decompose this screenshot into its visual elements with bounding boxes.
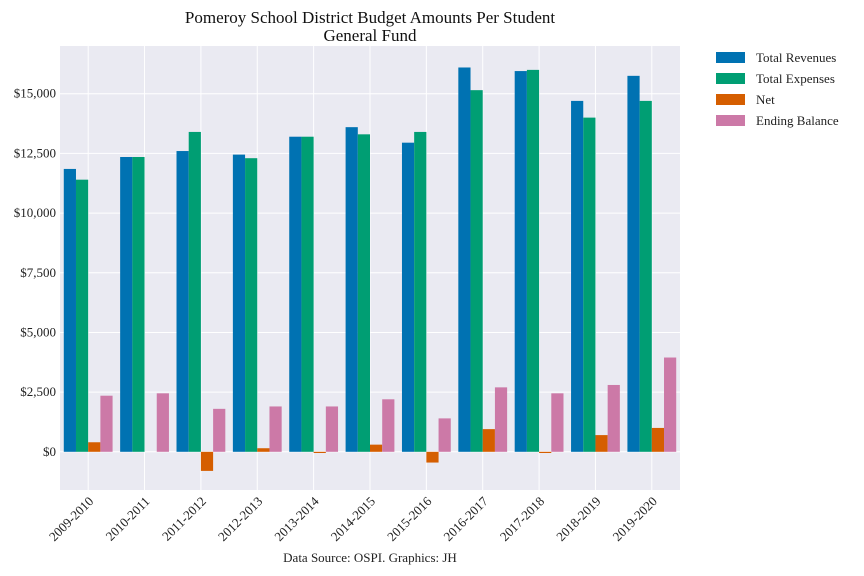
bar	[289, 136, 302, 452]
legend-label: Net	[756, 92, 775, 107]
bar	[482, 429, 495, 452]
x-tick-label: 2011-2012	[159, 494, 209, 544]
legend-swatch	[716, 115, 745, 126]
x-tick-label: 2017-2018	[497, 494, 547, 544]
legend-label: Ending Balance	[756, 113, 839, 128]
x-axis: 2009-2010 2010-2011 2011-2012 2012-2013 2013…	[46, 493, 660, 544]
bar	[357, 134, 370, 452]
legend-label: Total Revenues	[756, 50, 836, 65]
bars	[63, 67, 677, 471]
bar	[325, 406, 339, 452]
bar	[88, 442, 101, 452]
y-tick-label: $12,500	[14, 145, 56, 160]
x-tick-label: 2015-2016	[384, 493, 435, 544]
bar	[63, 168, 76, 452]
y-tick-label: $2,500	[20, 384, 56, 399]
bar	[539, 451, 552, 453]
y-tick-label: $5,000	[20, 324, 56, 339]
chart-title: Pomeroy School District Budget Amounts P…	[185, 8, 555, 27]
bar	[401, 142, 415, 452]
x-tick-label: 2019-2020	[609, 494, 659, 544]
x-tick-label: 2012-2013	[215, 494, 265, 544]
bar	[232, 154, 246, 452]
bar	[438, 418, 451, 452]
data-source-caption: Data Source: OSPI. Graphics: JH	[283, 550, 457, 565]
bar	[426, 451, 439, 463]
bar	[595, 435, 608, 452]
bar	[120, 157, 133, 452]
legend-label: Total Expenses	[756, 71, 835, 86]
bar	[75, 179, 89, 452]
legend-swatch	[716, 73, 745, 84]
bar	[245, 158, 258, 452]
bar	[370, 444, 383, 452]
x-tick-label: 2014-2015	[328, 494, 378, 544]
legend-swatch	[716, 94, 745, 105]
bar	[627, 75, 640, 452]
bar	[414, 131, 427, 452]
bar	[345, 127, 358, 452]
bar	[494, 387, 508, 452]
x-tick-label: 2010-2011	[103, 494, 153, 544]
bar	[571, 100, 584, 452]
y-tick-label: $15,000	[14, 86, 56, 101]
y-tick-label: $7,500	[20, 265, 56, 280]
bar	[200, 451, 214, 471]
y-tick-label: $10,000	[14, 205, 56, 220]
bar	[607, 384, 620, 452]
bar	[526, 69, 540, 452]
bar	[664, 357, 677, 452]
bar	[156, 393, 169, 452]
x-tick-label: 2009-2010	[46, 494, 96, 544]
bar	[313, 451, 326, 453]
chart-subtitle: General Fund	[323, 26, 417, 45]
bar	[382, 399, 395, 452]
x-tick-label: 2018-2019	[553, 494, 603, 544]
bar	[100, 395, 113, 452]
bar	[651, 427, 665, 452]
bar	[551, 393, 564, 452]
x-tick-label: 2013-2014	[271, 493, 322, 544]
bar	[132, 157, 145, 452]
bar	[269, 406, 282, 452]
y-tick-label: $0	[43, 444, 56, 459]
legend-swatch	[716, 52, 745, 63]
bar	[639, 100, 652, 452]
y-axis: $0 $2,500 $5,000 $7,500 $10,000 $12,500 $15,00…	[14, 86, 56, 459]
bar	[470, 90, 483, 452]
bar	[458, 67, 471, 452]
bar	[257, 448, 270, 452]
bar	[583, 117, 596, 452]
legend: Total Revenues Total Expenses Net Ending Ba…	[716, 50, 839, 128]
x-tick-label: 2016-2017	[440, 493, 491, 544]
bar	[213, 408, 226, 452]
bar	[301, 136, 314, 452]
bar	[188, 131, 201, 452]
bar	[176, 151, 189, 452]
bar	[514, 71, 527, 452]
